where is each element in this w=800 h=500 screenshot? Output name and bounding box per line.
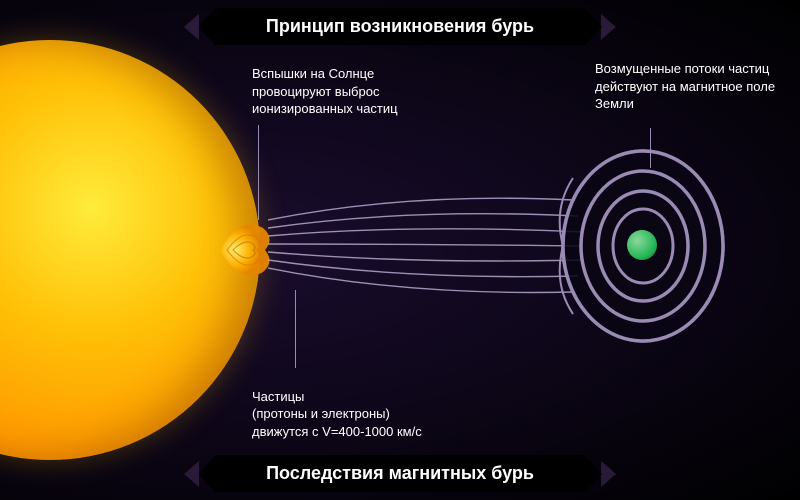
label-earth: Возмущенные потоки частиц действуют на м…: [595, 60, 785, 113]
label-flare-text: Вспышки на Солнце провоцируют выброс ион…: [252, 66, 398, 116]
label-earth-text: Возмущенные потоки частиц действуют на м…: [595, 61, 775, 111]
banner-bottom: Последствия магнитных бурь: [216, 455, 584, 492]
banner-top-text: Принцип возникновения бурь: [266, 16, 534, 36]
banner-top: Принцип возникновения бурь: [216, 8, 584, 45]
leader-flare: [258, 125, 259, 220]
leader-particles: [295, 290, 296, 368]
earth: [627, 230, 657, 260]
label-particles: Частицы (протоны и электроны) движутся с…: [252, 370, 482, 440]
label-particles-text: Частицы (протоны и электроны) движутся с…: [252, 389, 422, 439]
leader-earth: [650, 128, 651, 168]
label-flare: Вспышки на Солнце провоцируют выброс ион…: [252, 65, 452, 118]
banner-bottom-text: Последствия магнитных бурь: [266, 463, 534, 483]
